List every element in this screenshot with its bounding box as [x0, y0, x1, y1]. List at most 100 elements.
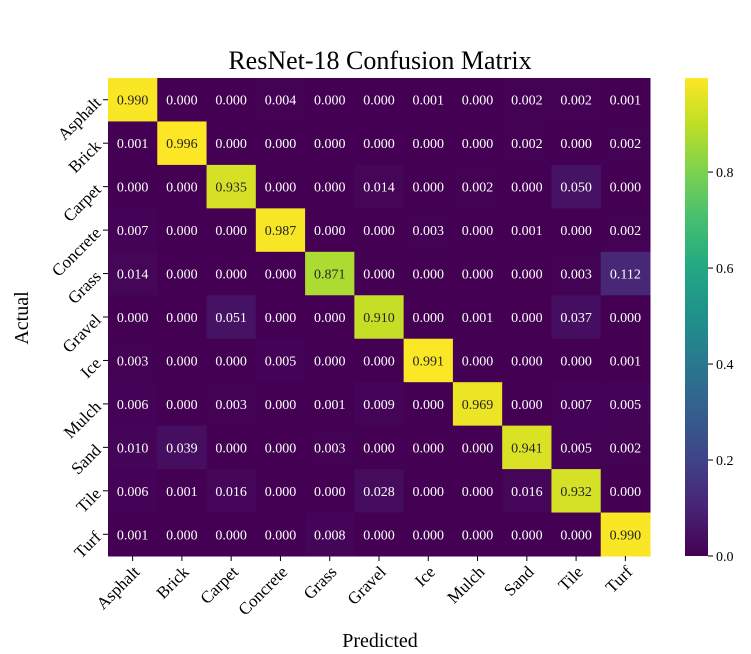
- cell-value-label: 0.000: [166, 181, 198, 196]
- heatmap-cell: [502, 382, 552, 427]
- heatmap-cell: [502, 208, 552, 253]
- heatmap-cell: [255, 469, 306, 514]
- cell-value-label: 0.000: [166, 94, 198, 109]
- heatmap-cell: [157, 121, 208, 166]
- heatmap-cell: [551, 469, 602, 514]
- heatmap-cell: [551, 164, 602, 209]
- cell-value-label: 0.990: [117, 94, 149, 109]
- heatmap-cell: [600, 251, 651, 296]
- heatmap-cell: [354, 164, 405, 209]
- cell-value-label: 0.000: [265, 137, 297, 152]
- heatmap-cell: [305, 512, 355, 557]
- cell-value-label: 0.000: [462, 528, 494, 543]
- x-tick-label: Carpet: [197, 562, 243, 608]
- cell-value-label: 0.000: [462, 224, 494, 239]
- heatmap-cell: [502, 425, 552, 470]
- cell-value-label: 0.000: [363, 224, 395, 239]
- heatmap-cell: [551, 121, 602, 166]
- cell-value-label: 0.000: [462, 354, 494, 369]
- cell-value-label: 0.941: [511, 441, 543, 456]
- heatmap-cell: [452, 121, 503, 166]
- cell-value-label: 0.000: [265, 268, 297, 283]
- cell-value-label: 0.051: [215, 311, 247, 326]
- heatmap-cell: [206, 78, 257, 122]
- heatmap-cell: [206, 251, 257, 296]
- cell-annotations: 0.990 0.000 0.000 0.004 0.000 0.000 0.001 0.000…: [117, 94, 641, 544]
- cell-value-label: 0.000: [413, 311, 445, 326]
- y-tick-label: Concrete: [48, 223, 105, 280]
- y-tick-label: Tile: [72, 484, 104, 516]
- cell-value-label: 0.000: [314, 354, 346, 369]
- heatmap-cells: [108, 78, 651, 557]
- x-tick-label: Grass: [300, 562, 341, 603]
- cell-value-label: 0.000: [215, 441, 247, 456]
- cell-value-label: 0.003: [117, 354, 149, 369]
- cell-value-label: 0.000: [215, 528, 247, 543]
- cell-value-label: 0.000: [462, 268, 494, 283]
- heatmap-cell: [206, 425, 257, 470]
- cell-value-label: 0.000: [560, 224, 592, 239]
- heatmap-cell: [502, 251, 552, 296]
- heatmap-cell: [206, 208, 257, 253]
- cell-value-label: 0.000: [363, 268, 395, 283]
- cell-value-label: 0.000: [314, 311, 346, 326]
- x-tick-label: Gravel: [344, 562, 390, 608]
- heatmap-cell: [502, 295, 552, 340]
- heatmap-cell: [305, 208, 355, 253]
- heatmap-cell: [551, 425, 602, 470]
- cell-value-label: 0.000: [610, 181, 642, 196]
- cell-value-label: 0.001: [314, 398, 346, 413]
- cell-value-label: 0.039: [166, 441, 198, 456]
- y-axis-ticks: AsphaltBrickCarpetConcreteGrassGravelIce…: [48, 93, 108, 562]
- cell-value-label: 0.016: [215, 485, 247, 500]
- y-tick-label: Ice: [77, 354, 105, 382]
- cell-value-label: 0.001: [511, 224, 543, 239]
- heatmap-cell: [354, 251, 405, 296]
- cell-value-label: 0.006: [117, 485, 149, 500]
- heatmap-cell: [502, 338, 552, 383]
- heatmap-cell: [354, 512, 405, 557]
- cell-value-label: 0.001: [462, 311, 494, 326]
- x-tick-label: Turf: [602, 562, 637, 597]
- heatmap-cell: [255, 512, 306, 557]
- y-tick-label: Asphalt: [54, 93, 105, 144]
- heatmap-cell: [502, 469, 552, 514]
- cell-value-label: 0.009: [363, 398, 395, 413]
- cell-value-label: 0.000: [166, 268, 198, 283]
- colorbar-tick-label: 0.2: [716, 454, 734, 469]
- y-tick-label: Turf: [70, 527, 105, 562]
- cell-value-label: 0.002: [610, 441, 642, 456]
- cell-value-label: 0.000: [462, 485, 494, 500]
- y-axis-label: Actual: [11, 291, 33, 345]
- cell-value-label: 0.000: [413, 441, 445, 456]
- x-tick-label: Brick: [153, 562, 193, 602]
- heatmap-cell: [354, 338, 405, 383]
- cell-value-label: 0.000: [166, 398, 198, 413]
- cell-value-label: 0.932: [560, 485, 592, 500]
- heatmap-cell: [403, 295, 454, 340]
- cell-value-label: 0.006: [117, 398, 149, 413]
- heatmap-cell: [354, 78, 405, 122]
- colorbar: [685, 78, 708, 556]
- heatmap-cell: [403, 469, 454, 514]
- cell-value-label: 0.000: [413, 398, 445, 413]
- heatmap-cell: [108, 121, 158, 166]
- heatmap-cell: [108, 512, 158, 557]
- cell-value-label: 0.002: [610, 137, 642, 152]
- heatmap-cell: [452, 512, 503, 557]
- cell-value-label: 0.000: [215, 354, 247, 369]
- cell-value-label: 0.007: [117, 224, 149, 239]
- heatmap-cell: [206, 469, 257, 514]
- heatmap-cell: [305, 78, 355, 122]
- heatmap-cell: [157, 338, 208, 383]
- heatmap-cell: [403, 121, 454, 166]
- heatmap-cell: [403, 382, 454, 427]
- heatmap-cell: [108, 338, 158, 383]
- heatmap-cell: [600, 295, 651, 340]
- heatmap-cell: [255, 208, 306, 253]
- heatmap-cell: [157, 295, 208, 340]
- x-tick-label: Ice: [411, 562, 439, 590]
- cell-value-label: 0.001: [610, 94, 642, 109]
- heatmap-cell: [600, 425, 651, 470]
- heatmap-cell: [452, 469, 503, 514]
